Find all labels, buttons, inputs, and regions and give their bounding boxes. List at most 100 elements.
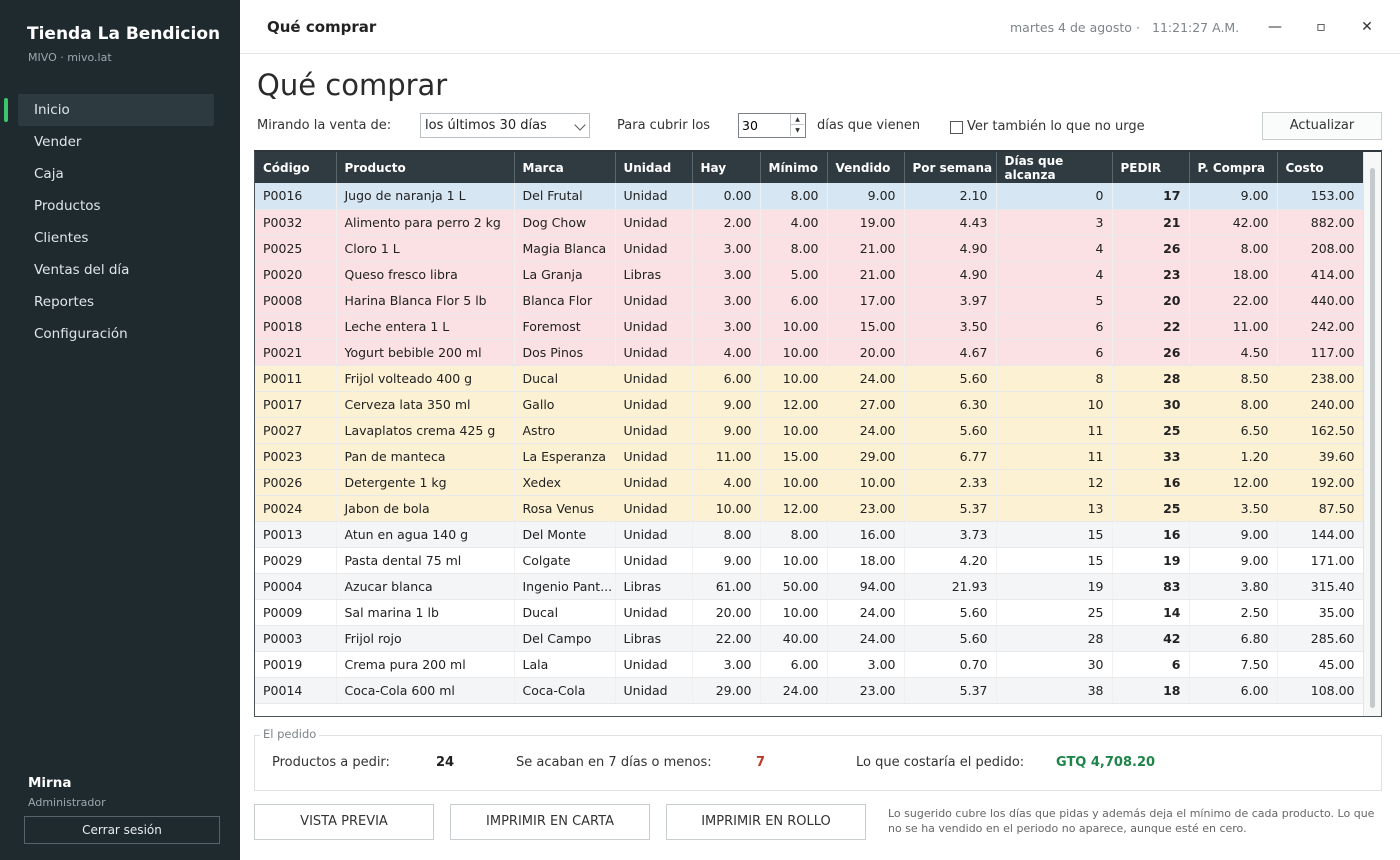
table-row[interactable]: P0024 Jabon de bola Rosa Venus Unidad 10.00 1… [255, 495, 1364, 522]
table-row[interactable]: P0016 Jugo de naranja 1 L Del Frutal Unidad… [255, 183, 1364, 210]
logout-button[interactable]: Cerrar sesión [24, 816, 220, 844]
cell-p-compra: 4.50 [1189, 339, 1278, 366]
cell-unidad: Libras [615, 261, 693, 288]
table-row[interactable]: P0023 Pan de manteca La Esperanza Unidad 11.… [255, 443, 1364, 470]
sidebar-item-vender[interactable]: Vender [34, 134, 82, 150]
sidebar-item-configuracion[interactable]: Configuración [34, 326, 128, 342]
table-row[interactable]: P0013 Atun en agua 140 g Del Monte Unidad 8.… [255, 521, 1364, 548]
cell-p-compra: 8.00 [1189, 235, 1278, 262]
table-row[interactable]: P0014 Coca-Cola 600 ml Coca-Cola Unidad 29.0… [255, 677, 1364, 704]
purchase-table: Código Producto Marca Unidad Hay Mínimo … [254, 150, 1382, 717]
table-row[interactable]: P0003 Frijol rojo Del Campo Libras 22.00 40.0… [255, 625, 1364, 652]
cell-p-compra: 12.00 [1189, 469, 1278, 496]
show-all-label[interactable]: Ver también lo que no urge [967, 119, 1145, 134]
cell-minimo: 8.00 [760, 521, 828, 548]
cell-marca: Dos Pinos [514, 339, 616, 366]
sidebar-item-reportes[interactable]: Reportes [34, 294, 95, 310]
col-header-p-compra[interactable]: P. Compra [1189, 152, 1278, 183]
maximize-icon[interactable]: ▫ [1316, 19, 1326, 35]
topbar-title: Qué comprar [267, 18, 377, 36]
cell-hay: 8.00 [692, 521, 761, 548]
sidebar-item-ventas-del-dia[interactable]: Ventas del día [34, 262, 130, 278]
table-row[interactable]: P0027 Lavaplatos crema 425 g Astro Unidad 9.… [255, 417, 1364, 444]
cell-pedir: 14 [1112, 599, 1190, 626]
sidebar-item-productos[interactable]: Productos [34, 198, 101, 214]
cell-minimo: 15.00 [760, 443, 828, 470]
print-letter-button[interactable]: IMPRIMIR EN CARTA [450, 804, 650, 840]
cell-p-compra: 9.00 [1189, 521, 1278, 548]
cell-producto: Crema pura 200 ml [336, 651, 515, 678]
table-row[interactable]: P0020 Queso fresco libra La Granja Libras 3.… [255, 261, 1364, 288]
table-body: P0016 Jugo de naranja 1 L Del Frutal Unidad… [255, 183, 1364, 704]
table-row[interactable]: P0025 Cloro 1 L Magia Blanca Unidad 3.00 8.00… [255, 235, 1364, 262]
col-header-dias-alcanza[interactable]: Días que alcanza [996, 152, 1113, 183]
col-header-marca[interactable]: Marca [514, 152, 616, 183]
sidebar-item-caja[interactable]: Caja [34, 166, 64, 182]
table-row[interactable]: P0017 Cerveza lata 350 ml Gallo Unidad 9.00 1… [255, 391, 1364, 418]
order-cost-label: Lo que costaría el pedido: [856, 755, 1025, 770]
cell-dias-alcanza: 12 [996, 469, 1113, 496]
brand-name: Tienda La Bendicion [27, 24, 221, 44]
cell-hay: 11.00 [692, 443, 761, 470]
cell-dias-alcanza: 10 [996, 391, 1113, 418]
close-icon[interactable]: ✕ [1361, 19, 1373, 35]
spin-down-icon[interactable]: ▼ [790, 125, 804, 136]
col-header-costo[interactable]: Costo [1277, 152, 1364, 183]
cell-producto: Azucar blanca [336, 573, 515, 600]
table-row[interactable]: P0004 Azucar blanca Ingenio Pant... Libras 6… [255, 573, 1364, 600]
show-all-checkbox[interactable] [950, 121, 963, 134]
col-header-pedir[interactable]: PEDIR [1112, 152, 1190, 183]
cell-marca: La Granja [514, 261, 616, 288]
cell-costo: 153.00 [1277, 183, 1364, 210]
col-header-por-semana[interactable]: Por semana [904, 152, 997, 183]
col-header-minimo[interactable]: Mínimo [760, 152, 828, 183]
cell-p-compra: 7.50 [1189, 651, 1278, 678]
cell-pedir: 17 [1112, 183, 1190, 210]
update-button[interactable]: Actualizar [1262, 112, 1382, 140]
cell-costo: 315.40 [1277, 573, 1364, 600]
sidebar-item-clientes[interactable]: Clientes [34, 230, 89, 246]
table-row[interactable]: P0026 Detergente 1 kg Xedex Unidad 4.00 10.00… [255, 469, 1364, 496]
col-header-producto[interactable]: Producto [336, 152, 515, 183]
cell-vendido: 24.00 [827, 417, 905, 444]
col-header-vendido[interactable]: Vendido [827, 152, 905, 183]
cell-por-semana: 4.90 [904, 235, 997, 262]
cell-costo: 414.00 [1277, 261, 1364, 288]
cell-vendido: 21.00 [827, 235, 905, 262]
range-select[interactable]: los últimos 30 días [420, 113, 590, 138]
preview-button[interactable]: VISTA PREVIA [254, 804, 434, 840]
cell-unidad: Unidad [615, 521, 693, 548]
cell-unidad: Unidad [615, 599, 693, 626]
help-note: Lo sugerido cubre los días que pidas y a… [888, 807, 1375, 835]
cell-dias-alcanza: 15 [996, 521, 1113, 548]
days-input[interactable] [739, 114, 789, 137]
cell-unidad: Unidad [615, 183, 693, 210]
cell-unidad: Unidad [615, 417, 693, 444]
table-row[interactable]: P0029 Pasta dental 75 ml Colgate Unidad 9.00… [255, 547, 1364, 574]
cell-producto: Sal marina 1 lb [336, 599, 515, 626]
cell-vendido: 10.00 [827, 469, 905, 496]
spin-up-icon[interactable]: ▲ [790, 114, 804, 125]
cell-dias-alcanza: 4 [996, 235, 1113, 262]
cell-vendido: 16.00 [827, 521, 905, 548]
table-row[interactable]: P0032 Alimento para perro 2 kg Dog Chow Uni… [255, 209, 1364, 236]
cell-unidad: Unidad [615, 235, 693, 262]
print-roll-button[interactable]: IMPRIMIR EN ROLLO [666, 804, 866, 840]
topbar: Qué comprar martes 4 de agosto · 11:21:2… [240, 0, 1400, 54]
scrollbar-thumb[interactable] [1370, 168, 1375, 708]
table-row[interactable]: P0021 Yogurt bebible 200 ml Dos Pinos Unida… [255, 339, 1364, 366]
table-row[interactable]: P0008 Harina Blanca Flor 5 lb Blanca Flor U… [255, 287, 1364, 314]
table-row[interactable]: P0011 Frijol volteado 400 g Ducal Unidad 6.0… [255, 365, 1364, 392]
sidebar-item-inicio[interactable]: Inicio [4, 94, 214, 126]
col-header-unidad[interactable]: Unidad [615, 152, 693, 183]
col-header-hay[interactable]: Hay [692, 152, 761, 183]
cell-costo: 882.00 [1277, 209, 1364, 236]
minimize-icon[interactable]: — [1268, 19, 1282, 35]
cell-hay: 29.00 [692, 677, 761, 704]
table-row[interactable]: P0009 Sal marina 1 lb Ducal Unidad 20.00 10.0… [255, 599, 1364, 626]
table-scrollbar[interactable] [1363, 152, 1381, 716]
cell-codigo: P0016 [255, 183, 337, 210]
col-header-codigo[interactable]: Código [255, 152, 337, 183]
table-row[interactable]: P0018 Leche entera 1 L Foremost Unidad 3.00 1… [255, 313, 1364, 340]
table-row[interactable]: P0019 Crema pura 200 ml Lala Unidad 3.00 6.00… [255, 651, 1364, 678]
